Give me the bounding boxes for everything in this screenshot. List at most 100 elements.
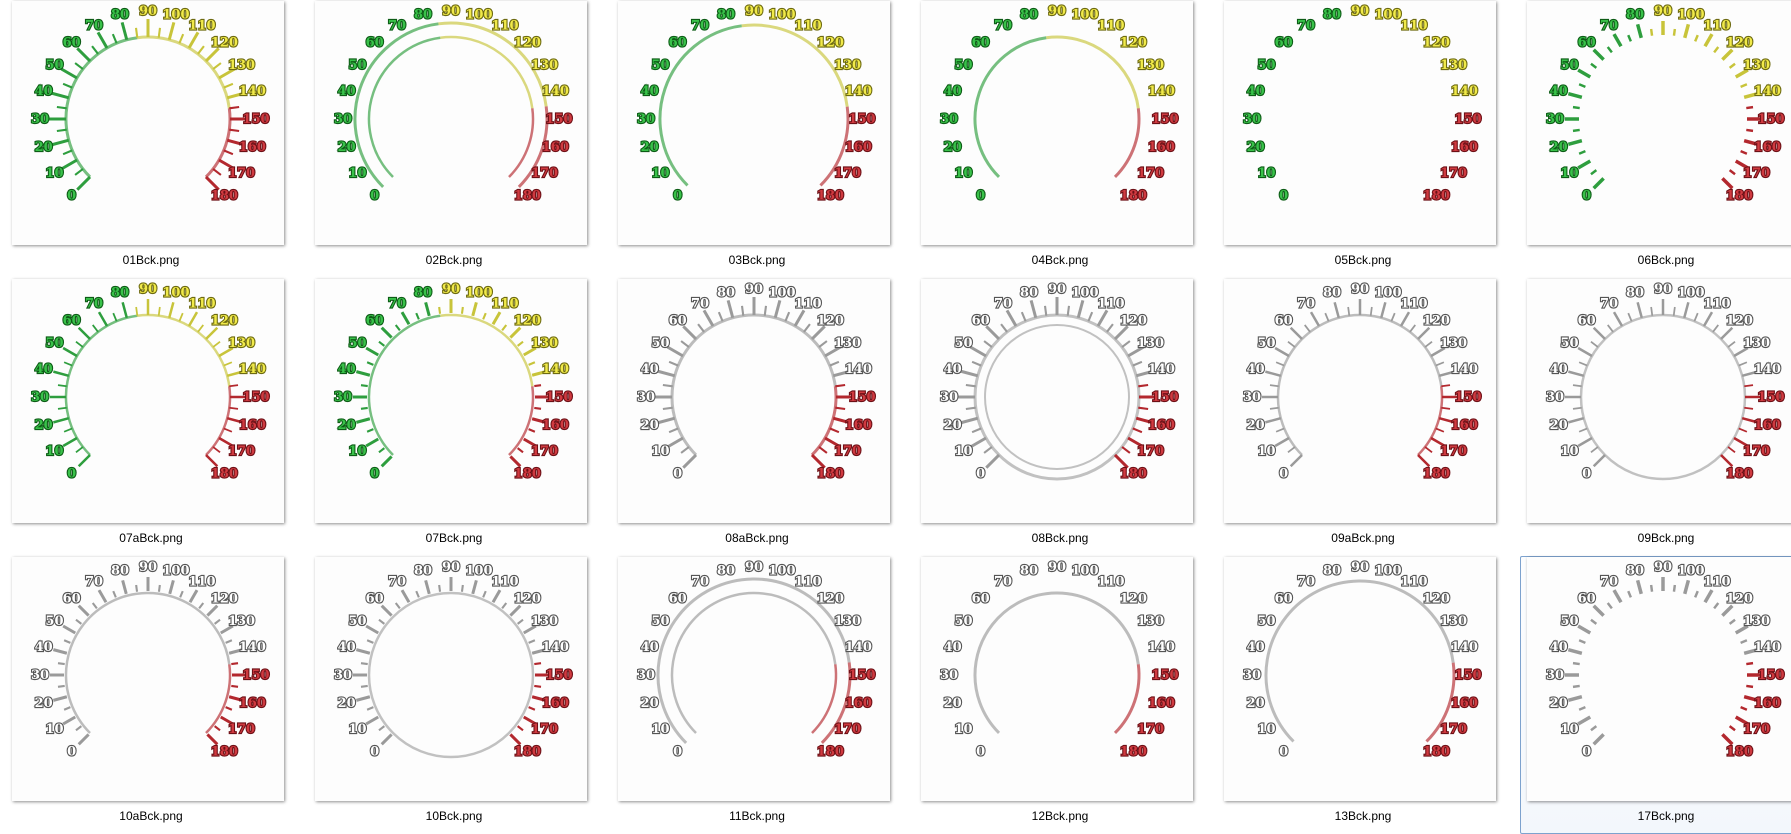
gauge-tick xyxy=(229,384,239,388)
gauge-number: 0 xyxy=(1279,744,1288,759)
file-item[interactable]: 0 10 20 30 40 50 60 70 80 90 100 110 120 130 140 150 160… xyxy=(1217,278,1520,556)
file-item[interactable]: 0 10 20 30 40 50 60 70 80 90 100 110 120 130 140 150 160… xyxy=(914,0,1217,278)
file-item[interactable]: 0 10 20 30 40 50 60 70 80 90 100 110 120 130 140 150 160… xyxy=(611,556,914,834)
thumbnail-image[interactable]: 0 10 20 30 40 50 60 70 80 90 100 110 120 130 140 150 160… xyxy=(921,279,1193,523)
gauge-number: 110 xyxy=(794,296,821,311)
gauge-tick xyxy=(168,302,175,319)
gauge-number: 140 xyxy=(1754,84,1781,99)
gauge-tick xyxy=(1693,312,1699,322)
gauge-tick xyxy=(1430,346,1446,358)
file-name-label[interactable]: 11Bck.png xyxy=(729,809,785,823)
gauge-number: 60 xyxy=(1275,36,1293,51)
gauge-number: 180 xyxy=(1120,744,1147,759)
file-name-label[interactable]: 01Bck.png xyxy=(122,253,180,267)
gauge-number: 130 xyxy=(834,58,861,73)
gauge-ring xyxy=(984,324,1130,470)
gauge-tick xyxy=(482,312,487,320)
gauge-number: 90 xyxy=(442,560,460,575)
thumbnail-image[interactable]: 0 10 20 30 40 50 60 70 80 90 100 110 120 130 140 150 160… xyxy=(921,557,1193,801)
file-name-label[interactable]: 06Bck.png xyxy=(1637,253,1695,267)
gauge-number: 110 xyxy=(794,18,821,33)
file-item[interactable]: 0 10 20 30 40 50 60 70 80 90 100 110 120 130 140 150 160… xyxy=(914,556,1217,834)
gauge-tick xyxy=(983,340,993,348)
gauge-number: 60 xyxy=(1275,314,1293,329)
file-item[interactable]: 0 10 20 30 40 50 60 70 80 90 100 110 120 130 140 150 160… xyxy=(5,278,308,556)
file-name-label[interactable]: 08Bck.png xyxy=(1031,531,1089,545)
gauge-tick xyxy=(75,618,82,625)
thumbnail-image[interactable]: 0 10 20 30 40 50 60 70 80 90 100 110 120 130 140 150 160… xyxy=(12,1,284,245)
thumbnail-image[interactable]: 0 10 20 30 40 50 60 70 80 90 100 110 120 130 140 150 160… xyxy=(315,279,587,523)
gauge-tick xyxy=(57,662,65,666)
gauge-number: 140 xyxy=(1754,640,1781,655)
file-name-label[interactable]: 10aBck.png xyxy=(119,809,183,823)
thumbnail-image[interactable]: 0 10 20 30 40 50 60 70 80 90 100 110 120 130 140 150 160… xyxy=(12,557,284,801)
file-name-label[interactable]: 17Bck.png xyxy=(1637,809,1695,823)
file-item[interactable]: 0 10 20 30 40 50 60 70 80 90 100 110 120 130 140 150 160… xyxy=(1520,556,1791,834)
thumbnail-image[interactable]: 0 10 20 30 40 50 60 70 80 90 100 110 120 130 140 150 160… xyxy=(1527,1,1791,245)
file-name-label[interactable]: 13Bck.png xyxy=(1334,809,1392,823)
file-name-label[interactable]: 10Bck.png xyxy=(425,809,483,823)
gauge-number: 110 xyxy=(491,18,518,33)
gauge-number: 80 xyxy=(1020,564,1038,579)
gauge-tick xyxy=(1005,309,1018,327)
gauge-tick xyxy=(1289,454,1303,468)
gauge-tick xyxy=(1727,341,1736,348)
thumbnail-image[interactable]: 0 10 20 30 40 50 60 70 80 90 100 110 120 130 140 150 160… xyxy=(315,557,587,801)
file-name-label[interactable]: 02Bck.png xyxy=(425,253,483,267)
file-item[interactable]: 0 10 20 30 40 50 60 70 80 90 100 110 120 130 140 150 160… xyxy=(1520,0,1791,278)
file-name-label[interactable]: 04Bck.png xyxy=(1031,253,1089,267)
file-item[interactable]: 0 10 20 30 40 50 60 70 80 90 100 110 120 130 140 150 160… xyxy=(1217,556,1520,834)
gauge-number: 140 xyxy=(542,84,569,99)
thumbnail-image[interactable]: 0 10 20 30 40 50 60 70 80 90 100 110 120 130 140 150 160… xyxy=(618,279,890,523)
gauge-number: 140 xyxy=(239,362,266,377)
gauge-tick xyxy=(77,454,91,468)
file-item[interactable]: 0 10 20 30 40 50 60 70 80 90 100 110 120 130 140 150 160… xyxy=(5,0,308,278)
file-name-label[interactable]: 07aBck.png xyxy=(119,531,183,545)
gauge-tick xyxy=(662,406,673,411)
file-name-label[interactable]: 03Bck.png xyxy=(728,253,786,267)
gauge-number: 60 xyxy=(63,36,81,51)
file-name-label[interactable]: 09aBck.png xyxy=(1331,531,1395,545)
gauge-tick xyxy=(134,27,139,38)
thumbnail-image[interactable]: 0 10 20 30 40 50 60 70 80 90 100 110 120 130 140 150 160… xyxy=(1224,557,1496,801)
thumbnail-image[interactable]: 0 10 20 30 40 50 60 70 80 90 100 110 120 130 140 150 160… xyxy=(618,557,890,801)
gauge-number: 30 xyxy=(1243,390,1261,405)
gauge-number: 40 xyxy=(1247,640,1265,655)
thumbnail-image[interactable]: 0 10 20 30 40 50 60 70 80 90 100 110 120 130 140 150 160… xyxy=(618,1,890,245)
gauge-number: 110 xyxy=(188,574,215,589)
thumbnail-image[interactable]: 0 10 20 30 40 50 60 70 80 90 100 110 120 130 140 150 160… xyxy=(1224,279,1496,523)
gauge-tick xyxy=(1438,417,1455,424)
file-name-label[interactable]: 12Bck.png xyxy=(1031,809,1089,823)
file-item[interactable]: 0 10 20 30 40 50 60 70 80 90 100 110 120 130 140 150 160… xyxy=(914,278,1217,556)
thumbnail-image[interactable]: 0 10 20 30 40 50 60 70 80 90 100 110 120 130 140 150 160… xyxy=(12,279,284,523)
file-name-label[interactable]: 08aBck.png xyxy=(725,531,789,545)
gauge-number: 140 xyxy=(1451,640,1478,655)
thumbnail-image[interactable]: 0 10 20 30 40 50 60 70 80 90 100 110 120 130 140 150 160… xyxy=(1527,557,1791,801)
gauge-number: 180 xyxy=(1423,188,1450,203)
file-name-label[interactable]: 05Bck.png xyxy=(1334,253,1392,267)
gauge-number: 100 xyxy=(1374,564,1401,579)
gauge-tick xyxy=(1734,159,1749,170)
file-item[interactable]: 0 10 20 30 40 50 60 70 80 90 100 110 120 130 140 150 160… xyxy=(611,278,914,556)
gauge-number: 90 xyxy=(139,282,157,297)
file-item[interactable]: 0 10 20 30 40 50 60 70 80 90 100 110 120 130 140 150 160… xyxy=(5,556,308,834)
gauge-number: 90 xyxy=(745,560,763,575)
file-item[interactable]: 0 10 20 30 40 50 60 70 80 90 100 110 120 130 140 150 160… xyxy=(308,278,611,556)
gauge-number: 150 xyxy=(1454,390,1481,405)
thumbnail-image[interactable]: 0 10 20 30 40 50 60 70 80 90 100 110 120 130 140 150 160… xyxy=(1527,279,1791,523)
thumbnail-image[interactable]: 0 10 20 30 40 50 60 70 80 90 100 110 120 130 140 150 160… xyxy=(1224,1,1496,245)
thumbnail-image[interactable]: 0 10 20 30 40 50 60 70 80 90 100 110 120 130 140 150 160… xyxy=(315,1,587,245)
gauge-tick xyxy=(355,648,371,655)
gauge-tick xyxy=(378,618,385,625)
file-name-label[interactable]: 09Bck.png xyxy=(1637,531,1695,545)
file-item[interactable]: 0 10 20 30 40 50 60 70 80 90 100 110 120 130 140 150 160… xyxy=(308,556,611,834)
file-item[interactable]: 0 10 20 30 40 50 60 70 80 90 100 110 120 130 140 150 160… xyxy=(1217,0,1520,278)
file-item[interactable]: 0 10 20 30 40 50 60 70 80 90 100 110 120 130 140 150 160… xyxy=(611,0,914,278)
file-item[interactable]: 0 10 20 30 40 50 60 70 80 90 100 110 120 130 140 150 160… xyxy=(308,0,611,278)
gauge-number: 120 xyxy=(1726,314,1753,329)
gauge-number: 20 xyxy=(1550,418,1568,433)
gauge-tick xyxy=(51,138,70,147)
thumbnail-image[interactable]: 0 10 20 30 40 50 60 70 80 90 100 110 120 130 140 150 160… xyxy=(921,1,1193,245)
file-item[interactable]: 0 10 20 30 40 50 60 70 80 90 100 110 120 130 140 150 160… xyxy=(1520,278,1791,556)
file-name-label[interactable]: 07Bck.png xyxy=(425,531,483,545)
